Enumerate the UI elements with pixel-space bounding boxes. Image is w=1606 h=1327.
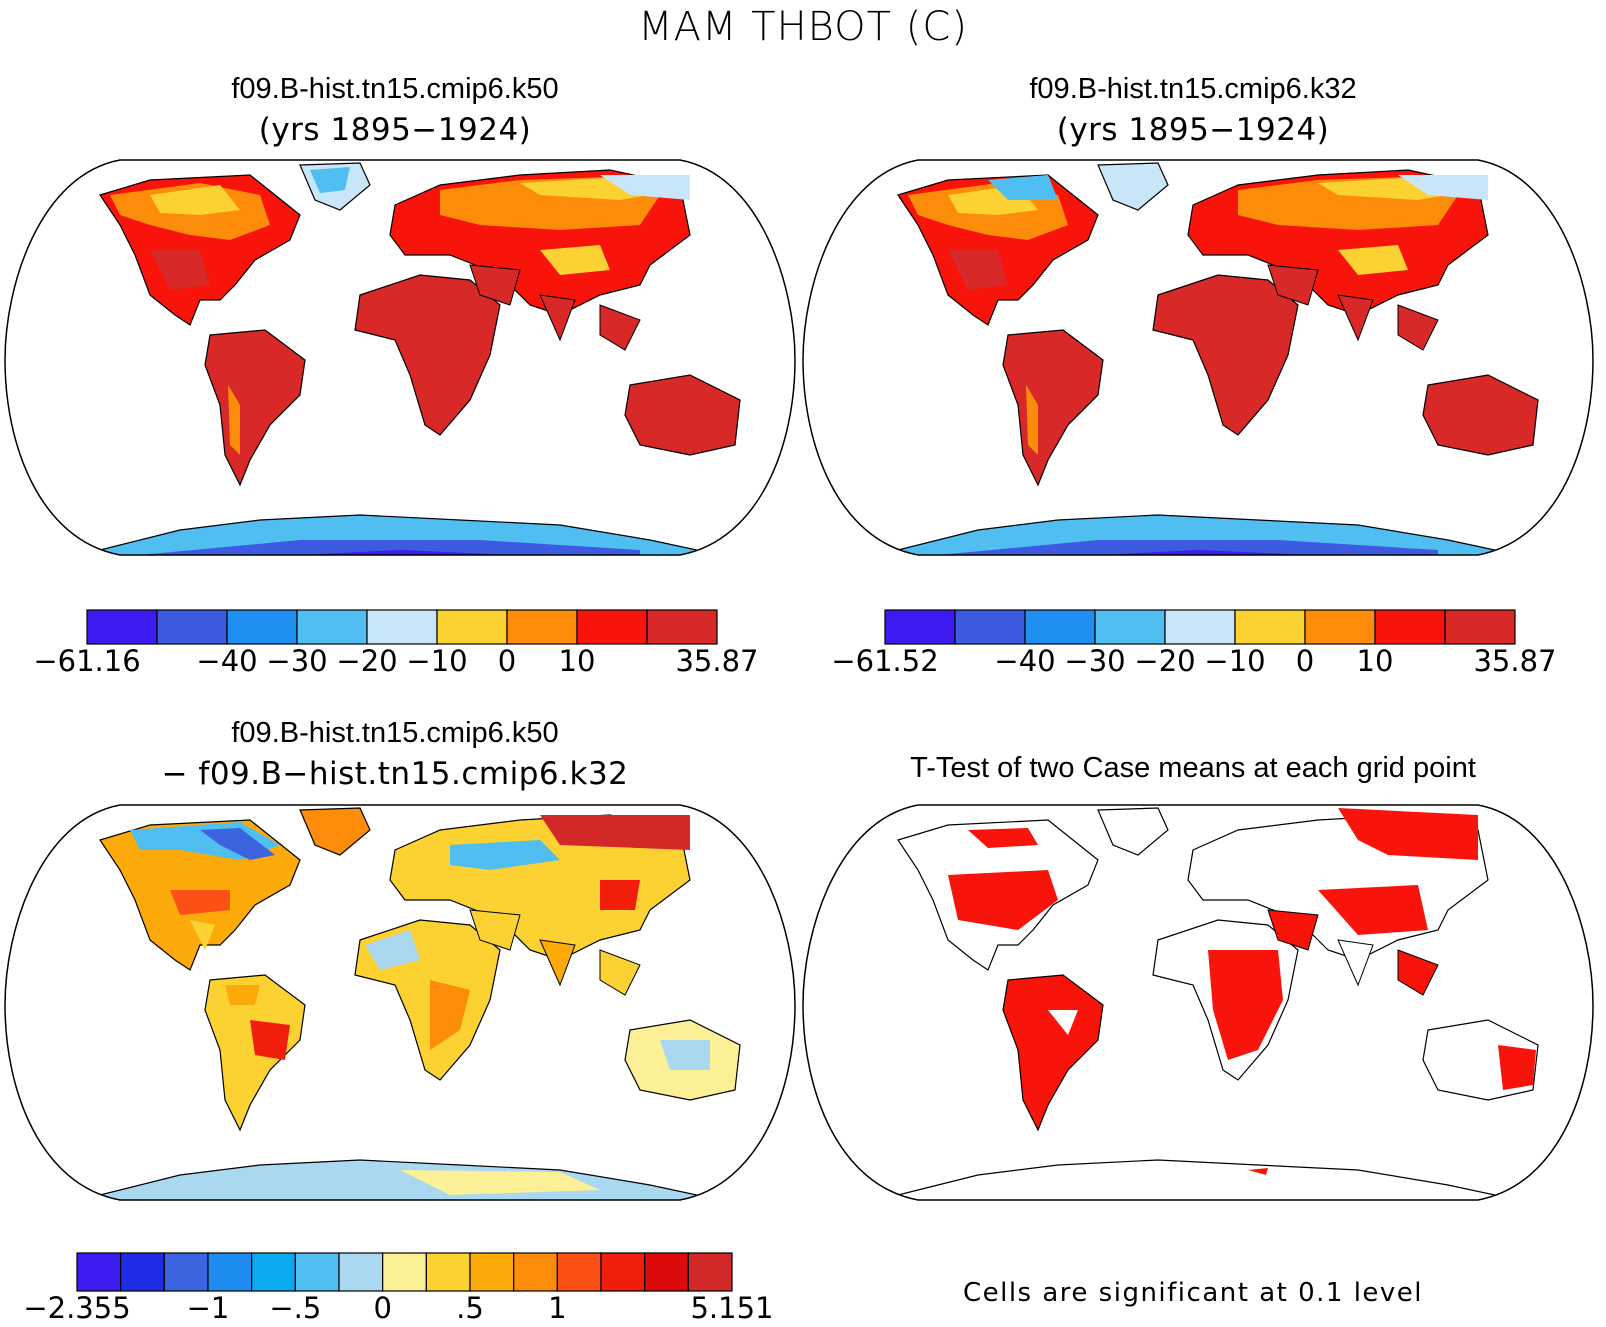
colorbar-tick-label: −30 xyxy=(1064,644,1125,678)
colorbar-swatch xyxy=(226,609,298,645)
map-diff xyxy=(4,804,796,1201)
colorbar-tick-label: −2.355 xyxy=(23,1291,130,1325)
colorbar-swatch xyxy=(469,1252,515,1292)
colorbar-tick-label: −40 xyxy=(994,644,1055,678)
colorbar-swatch xyxy=(251,1252,296,1292)
colorbar-k32: −61.52 −40 −30 −20 −10 0 10 35.87 xyxy=(831,609,1557,678)
colorbar-swatch xyxy=(1304,609,1376,645)
colorbar-tick-label: −61.16 xyxy=(33,644,140,678)
colorbar-swatch xyxy=(1444,609,1516,645)
colorbar-swatch xyxy=(156,609,228,645)
colorbar-swatch xyxy=(120,1252,165,1292)
colorbar-tick-label: 0 xyxy=(498,644,516,678)
colorbar-tick-label: −.5 xyxy=(269,1291,321,1325)
colorbar-tick-label: −20 xyxy=(336,644,397,678)
colorbar-swatch xyxy=(294,1252,340,1292)
colorbar-swatch xyxy=(1234,609,1306,645)
panel-k50-subtitle: (yrs 1895−1924) xyxy=(258,112,532,148)
colorbar-tick-label: −10 xyxy=(1204,644,1265,678)
colorbar-tick-label: 35.87 xyxy=(1473,644,1556,678)
colorbar-swatch xyxy=(644,1252,689,1292)
figure-title: MAM THBOT (C) xyxy=(638,4,968,50)
colorbar-tick-label: 10 xyxy=(559,644,596,678)
panel-ttest-title: T-Test of two Case means at each grid po… xyxy=(910,752,1476,784)
map-k32 xyxy=(802,159,1594,556)
colorbar-swatch xyxy=(86,609,158,645)
colorbar-tick-label: 5.151 xyxy=(690,1291,773,1325)
colorbar-tick-label: −1 xyxy=(187,1291,230,1325)
colorbar-tick-label: .5 xyxy=(456,1291,484,1325)
colorbar-tick-label: 1 xyxy=(548,1291,566,1325)
colorbar-swatch xyxy=(76,1252,122,1292)
colorbar-k50: −61.16 −40 −30 −20 −10 0 10 35.87 xyxy=(33,609,759,678)
colorbar-swatch xyxy=(513,1252,558,1292)
panel-k32-subtitle: (yrs 1895−1924) xyxy=(1056,112,1330,148)
colorbar-swatch xyxy=(884,609,956,645)
colorbar-swatch xyxy=(576,609,648,645)
colorbar-tick-label: 10 xyxy=(1357,644,1394,678)
colorbar-tick-label: −61.52 xyxy=(831,644,938,678)
colorbar-swatch xyxy=(1024,609,1096,645)
colorbar-tick-label: −40 xyxy=(196,644,257,678)
panel-diff-title: f09.B-hist.tn15.cmip6.k50 xyxy=(231,717,559,749)
significance-note: Cells are significant at 0.1 level xyxy=(962,1278,1424,1308)
colorbar-swatch xyxy=(687,1252,733,1292)
australia xyxy=(624,374,741,456)
colorbar-tick-label: −20 xyxy=(1134,644,1195,678)
colorbar-diff: −2.355 −1 −.5 0 .5 1 5.151 xyxy=(23,1252,774,1325)
africa xyxy=(354,274,501,436)
colorbar-swatch xyxy=(207,1252,253,1292)
colorbar-swatch xyxy=(954,609,1026,645)
colorbar-swatch xyxy=(436,609,508,645)
colorbar-swatch xyxy=(1374,609,1446,645)
colorbar-swatch xyxy=(338,1252,384,1292)
colorbar-swatch xyxy=(600,1252,646,1292)
south-america xyxy=(204,329,306,487)
panel-diff-subtitle: − f09.B−hist.tn15.cmip6.k32 xyxy=(161,756,629,792)
panel-k32-title: f09.B-hist.tn15.cmip6.k32 xyxy=(1029,73,1357,105)
colorbar-tick-label: 0 xyxy=(1296,644,1314,678)
colorbar-swatch xyxy=(1094,609,1166,645)
colorbar-tick-label: −10 xyxy=(406,644,467,678)
colorbar-swatch xyxy=(366,609,438,645)
colorbar-swatch xyxy=(646,609,718,645)
colorbar-swatch xyxy=(382,1252,427,1292)
map-k50 xyxy=(4,159,796,556)
panel-k50-title: f09.B-hist.tn15.cmip6.k50 xyxy=(231,73,559,105)
map-ttest xyxy=(802,804,1594,1201)
colorbar-swatch xyxy=(556,1252,602,1292)
colorbar-tick-label: −30 xyxy=(266,644,327,678)
colorbar-swatch xyxy=(163,1252,209,1292)
colorbar-swatch xyxy=(506,609,578,645)
colorbar-swatch xyxy=(425,1252,471,1292)
colorbar-swatch xyxy=(296,609,368,645)
colorbar-tick-label: 0 xyxy=(373,1291,391,1325)
colorbar-tick-label: 35.87 xyxy=(675,644,758,678)
colorbar-swatch xyxy=(1164,609,1236,645)
